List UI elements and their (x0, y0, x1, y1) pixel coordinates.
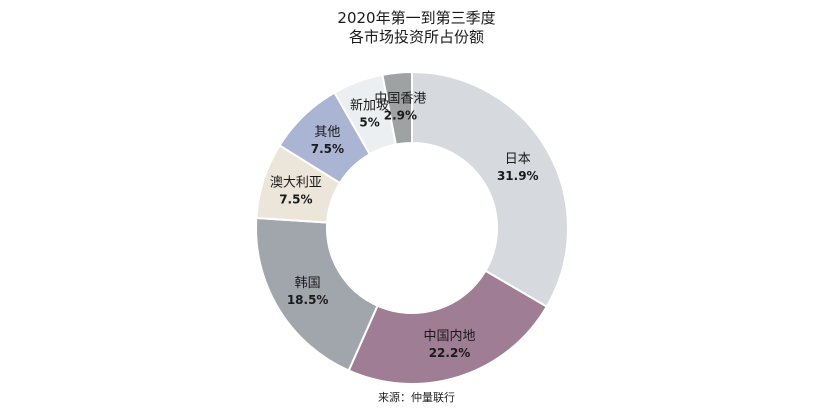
slice-label-name-2: 韩国 (295, 276, 321, 291)
slice-label-value-1: 22.2% (429, 346, 471, 360)
donut-slices (255, 70, 569, 385)
slice-label-value-6: 2.9% (384, 109, 417, 123)
donut-slice-6 (381, 70, 413, 146)
donut-labels: 日本 31.9% 中国内地 22.2% 韩国 18.5% 澳大利亚 7.5% 其他 7.5% 新加坡… (270, 92, 539, 361)
slice-label-value-4: 7.5% (311, 142, 344, 156)
chart-title: 2020年第一到第三季度 (337, 9, 496, 27)
slice-label-name-5: 新加坡 (350, 98, 389, 114)
slice-label-value-3: 7.5% (279, 193, 312, 207)
slice-label-name-3: 澳大利亚 (270, 175, 322, 191)
chart-subtitle: 各市场投资所占份额 (348, 28, 484, 46)
slice-label-name-4: 其他 (314, 125, 340, 140)
slice-label-name-0: 日本 (505, 152, 531, 167)
donut-slice-0 (411, 70, 569, 308)
slice-label-name-1: 中国内地 (424, 328, 476, 344)
slice-label-name-6: 中国香港 (374, 92, 426, 107)
slice-label-value-5: 5% (359, 116, 379, 130)
slice-label-value-0: 31.9% (497, 169, 539, 183)
donut-slice-1 (347, 269, 549, 385)
donut-slice-2 (255, 216, 379, 372)
slice-label-value-2: 18.5% (287, 293, 329, 307)
chart-source: 来源：仲量联行 (378, 391, 455, 404)
